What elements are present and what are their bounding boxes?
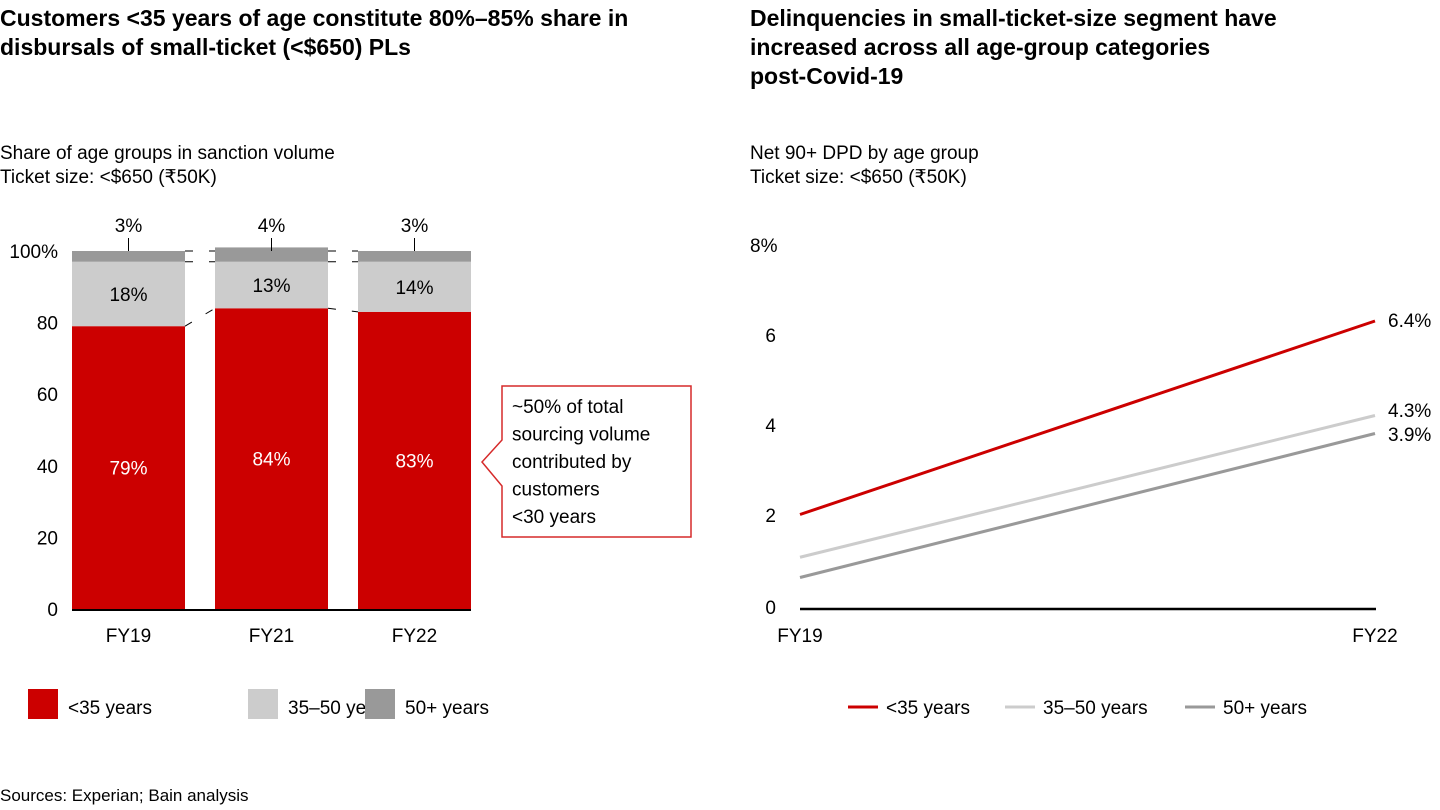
left-chart-title: Customers <35 years of age constitute 80… bbox=[0, 5, 629, 60]
y-tick-label: 80 bbox=[37, 314, 58, 335]
legend-label: <35 years bbox=[886, 698, 970, 719]
right-chart-subtitle: Net 90+ DPD by age group bbox=[750, 143, 979, 164]
y-tick-label: 40 bbox=[37, 457, 58, 478]
y-tick-label: 0 bbox=[47, 600, 58, 621]
bar-segment bbox=[215, 247, 328, 262]
bar-data-label: 18% bbox=[109, 285, 147, 306]
connector-line bbox=[327, 307, 359, 313]
y-tick-label: 6 bbox=[765, 326, 776, 347]
series-line bbox=[799, 414, 1376, 559]
bar-segment bbox=[215, 261, 328, 309]
callout-text: <30 years bbox=[512, 507, 596, 528]
callout-text: contributed by bbox=[512, 452, 632, 473]
bar-segment bbox=[358, 261, 471, 312]
source-note: Sources: Experian; Bain analysis bbox=[0, 786, 249, 805]
right-title-line: Delinquencies in small-ticket-size segme… bbox=[750, 5, 1277, 31]
right-title-line: increased across all age-group categorie… bbox=[750, 34, 1211, 60]
right-chart-title: Delinquencies in small-ticket-size segme… bbox=[750, 4, 1277, 91]
callout-text: customers bbox=[512, 480, 600, 501]
legend-swatch bbox=[28, 689, 58, 719]
x-tick-label: FY19 bbox=[106, 626, 151, 647]
bar-data-label: 3% bbox=[115, 216, 143, 237]
y-tick-label: 2 bbox=[765, 506, 776, 527]
legend-swatch bbox=[248, 689, 278, 719]
bar-data-label: 79% bbox=[109, 459, 147, 480]
legend-swatch bbox=[365, 689, 395, 719]
x-tick-label: FY22 bbox=[1352, 626, 1397, 647]
y-tick-label: 4 bbox=[765, 416, 776, 437]
callout-text: sourcing volume bbox=[512, 425, 650, 446]
legend-label: 50+ years bbox=[1223, 698, 1307, 719]
x-tick-label: FY22 bbox=[392, 626, 437, 647]
bar-data-label: 14% bbox=[395, 278, 433, 299]
bar-segment bbox=[358, 311, 471, 609]
y-tick-label: 60 bbox=[37, 385, 58, 406]
series-line bbox=[799, 319, 1376, 516]
legend-label: <35 years bbox=[68, 698, 152, 719]
callout-box bbox=[481, 385, 692, 538]
end-data-label: 3.9% bbox=[1388, 425, 1431, 446]
bar-segment bbox=[72, 326, 185, 609]
bar-data-label: 13% bbox=[252, 276, 290, 297]
bar-data-label: 4% bbox=[258, 216, 286, 237]
connector-line bbox=[184, 307, 216, 327]
right-title-line: post-Covid-19 bbox=[750, 63, 904, 89]
left-chart-subtitle: Share of age groups in sanction volume bbox=[0, 143, 335, 164]
y-tick-label: 20 bbox=[37, 528, 58, 549]
end-data-label: 6.4% bbox=[1388, 311, 1431, 332]
y-tick-label: 0 bbox=[765, 598, 776, 619]
bar-data-label: 84% bbox=[252, 450, 290, 471]
y-tick-label: 100% bbox=[9, 242, 58, 263]
series-line bbox=[799, 432, 1376, 579]
x-tick-label: FY19 bbox=[777, 626, 822, 647]
left-chart-ticket-size: Ticket size: <$650 (₹50K) bbox=[0, 167, 217, 188]
end-data-label: 4.3% bbox=[1388, 401, 1431, 422]
bar-data-label: 3% bbox=[401, 216, 429, 237]
bar-segment bbox=[358, 251, 471, 262]
y-tick-label: 8% bbox=[750, 236, 778, 257]
right-chart-ticket-size: Ticket size: <$650 (₹50K) bbox=[750, 167, 967, 188]
legend-label: 50+ years bbox=[405, 698, 489, 719]
bar-segment bbox=[215, 308, 328, 609]
bar-data-label: 83% bbox=[395, 451, 433, 472]
x-tick-label: FY21 bbox=[249, 626, 294, 647]
callout-text: ~50% of total bbox=[512, 397, 623, 418]
legend-label: 35–50 years bbox=[1043, 698, 1148, 719]
bar-segment bbox=[72, 261, 185, 327]
bar-segment bbox=[72, 251, 185, 262]
